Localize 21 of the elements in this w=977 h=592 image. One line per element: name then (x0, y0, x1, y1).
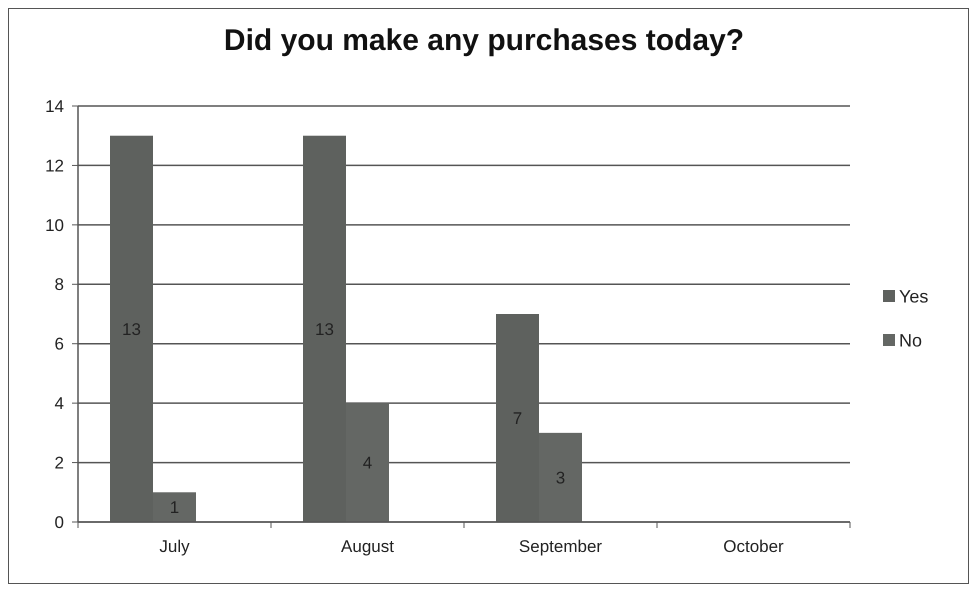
data-label: 13 (315, 320, 334, 339)
data-label: 3 (556, 468, 566, 488)
data-label: 13 (122, 320, 141, 339)
y-tick-label: 0 (54, 512, 64, 532)
y-tick-label: 2 (54, 454, 64, 473)
y-tick-label: 12 (45, 156, 64, 176)
data-label: 1 (170, 498, 180, 518)
data-label: 4 (362, 454, 372, 473)
x-tick-label: July (159, 537, 190, 556)
legend-label: No (899, 330, 922, 350)
y-tick-label: 6 (54, 334, 64, 354)
chart-title: Did you make any purchases today? (224, 24, 744, 57)
x-tick-label: September (518, 537, 602, 556)
y-tick-label: 14 (45, 96, 64, 116)
legend-label: Yes (899, 286, 928, 306)
x-tick-label: October (723, 537, 784, 556)
x-tick-label: August (341, 537, 394, 556)
y-tick-label: 4 (54, 394, 64, 414)
y-tick-label: 8 (54, 275, 64, 294)
y-tick-label: 10 (45, 216, 64, 235)
data-label: 7 (512, 408, 522, 428)
